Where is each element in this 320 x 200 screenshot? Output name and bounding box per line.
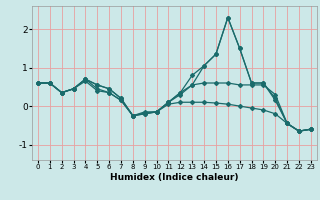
- X-axis label: Humidex (Indice chaleur): Humidex (Indice chaleur): [110, 173, 239, 182]
